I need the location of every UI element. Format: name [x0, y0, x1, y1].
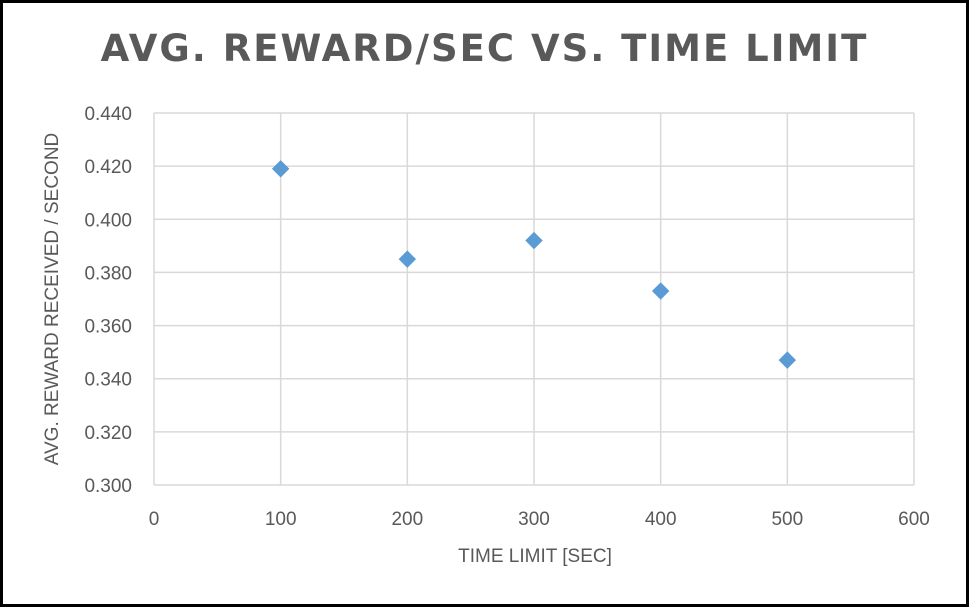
y-tick-label: 0.420: [84, 157, 132, 178]
y-tick-label: 0.340: [84, 370, 132, 391]
tick-labels: 0.300 0.320 0.340 0.360 0.380 0.400 0.420 0.440…: [84, 104, 929, 530]
data-point: [651, 282, 670, 300]
x-axis-title: TIME LIMIT [SEC]: [458, 546, 612, 567]
y-tick-label: 0.360: [84, 317, 132, 338]
chart-title: AVG. REWARD/SEC VS. TIME LIMIT: [100, 27, 869, 70]
y-tick-label: 0.300: [84, 476, 132, 497]
grid-lines: [153, 112, 915, 486]
x-tick-label: 100: [265, 509, 297, 530]
data-point: [271, 160, 290, 178]
data-point: [525, 231, 543, 250]
x-tick-label: 500: [771, 509, 803, 530]
x-tick-label: 0: [149, 509, 160, 530]
y-tick-label: 0.400: [84, 210, 132, 231]
x-tick-label: 600: [898, 509, 930, 530]
data-point: [778, 351, 797, 369]
x-tick-label: 400: [645, 509, 677, 530]
data-points: [271, 160, 797, 369]
x-tick-label: 200: [391, 509, 423, 530]
x-tick-label: 300: [518, 509, 550, 530]
y-tick-label: 0.320: [84, 423, 132, 444]
data-point: [398, 250, 417, 268]
y-tick-label: 0.380: [84, 263, 132, 284]
y-axis-title: AVG. REWARD RECEIVED / SECOND: [42, 133, 63, 466]
y-tick-label: 0.440: [84, 104, 132, 125]
